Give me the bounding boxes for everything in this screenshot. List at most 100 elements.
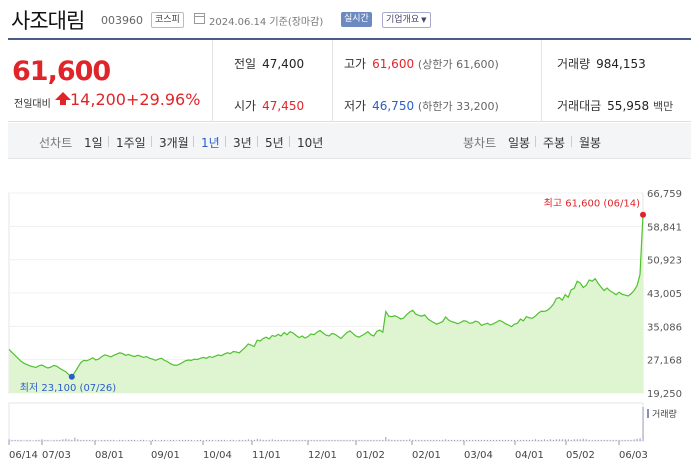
high-label: 고가 [344,57,367,71]
volume-bar [98,440,100,441]
volume-bar [313,439,315,441]
tab-monthly[interactable]: 월봉 [579,136,602,150]
volume-bar [397,439,399,441]
tab-3y[interactable]: 3년 [233,136,252,150]
volume-bar [445,439,447,441]
tab-5y[interactable]: 5년 [265,136,284,150]
volume-bar [14,439,16,441]
volume-bar [388,439,390,441]
price-line [8,214,644,378]
volume-bar [367,439,369,441]
volume-bar [639,438,641,441]
volume-bar [531,439,533,441]
volume-bar [238,439,240,441]
open-value: 47,450 [262,99,305,113]
volume-bar [146,440,148,441]
volume-bar [522,439,524,441]
volume-bar [262,439,264,441]
volume-bar [59,439,61,441]
volume-bar [202,440,204,441]
volume-bar [385,437,387,441]
volume-bar [412,439,414,441]
low-label: 저가 [344,99,367,113]
volume-bar [567,439,569,441]
price-area [9,214,643,393]
divider [212,40,213,122]
tab-3m[interactable]: 3개월 [159,136,189,150]
volume-bar [421,439,423,441]
volume-bar [621,439,623,441]
candle-chart-label: 봉차트 [463,136,497,150]
tab-10y[interactable]: 10년 [297,136,324,150]
y-tick-label: 50,923 [647,256,682,267]
tab-1y[interactable]: 1년 [201,136,220,150]
volume-bar [322,439,324,441]
volume-bar [334,439,336,441]
volume-bar [65,438,67,441]
lower-limit: (하한가 33,200) [417,100,499,113]
volume-bar [283,439,285,441]
volume-bar [197,439,198,441]
company-info-button[interactable]: 기업개요 ▼ [382,12,431,28]
volume-bar [253,439,255,441]
volume-bar [134,439,136,441]
tab-1d[interactable]: 1일 [84,136,103,150]
volume-bar [110,439,112,441]
volume-bar [50,440,52,441]
company-info-label: 기업개요 [386,15,420,25]
x-tick-label: 04/01 [515,450,544,461]
volume-bar [352,439,354,441]
tab-1w[interactable]: 1주일 [116,136,146,150]
tab-weekly[interactable]: 주봉 [543,136,566,150]
volume-bar [41,439,43,441]
volume-bar [229,439,231,441]
open-price: 시가 47,450 [234,97,304,114]
x-tick-label: 10/04 [203,450,232,461]
volume-bar [618,439,620,441]
volume-bar [182,439,183,441]
volume-bar [606,439,608,441]
volume-bar [516,439,518,441]
volume-bar [433,439,435,441]
volume-bar [191,439,192,441]
volume-bar [403,439,405,441]
volume-bar [478,439,480,441]
volume-bar [543,439,545,441]
volume-bar [540,439,542,441]
volume-bar [427,439,429,441]
volume-bar [454,439,456,441]
volume-bar [361,439,363,441]
volume-bar [77,439,79,441]
y-tick-label: 66,759 [647,189,682,200]
x-tick-label: 05/02 [566,450,595,461]
volume-bar [122,439,124,441]
realtime-button[interactable]: 실시간 [341,12,372,27]
volume-bar [226,440,228,441]
volume-bar [469,439,471,441]
amount-unit: 백만 [653,100,674,113]
volume-bar [316,439,318,441]
volume-bar [319,439,321,441]
volume-bar [546,439,548,441]
volume-label: 거래량 [652,408,677,420]
volume-bar [29,439,31,441]
volume-bar [125,440,127,441]
volume-value: 984,153 [596,57,646,71]
volume-bar [430,439,432,441]
volume-bar [570,439,572,441]
divider [193,136,194,147]
volume-bar [164,439,166,441]
volume-bar [307,439,309,441]
volume-bar [582,438,584,441]
x-tick-label: 08/01 [95,450,124,461]
volume-bar [176,440,177,441]
volume-bar [448,439,450,441]
volume-bar [298,439,300,441]
volume-bar [343,439,345,441]
volume-bar [89,439,91,441]
volume-bar [167,440,168,441]
tab-daily[interactable]: 일봉 [508,136,531,150]
volume-bar [20,439,22,441]
volume-bar [256,438,258,441]
divider [289,136,290,147]
